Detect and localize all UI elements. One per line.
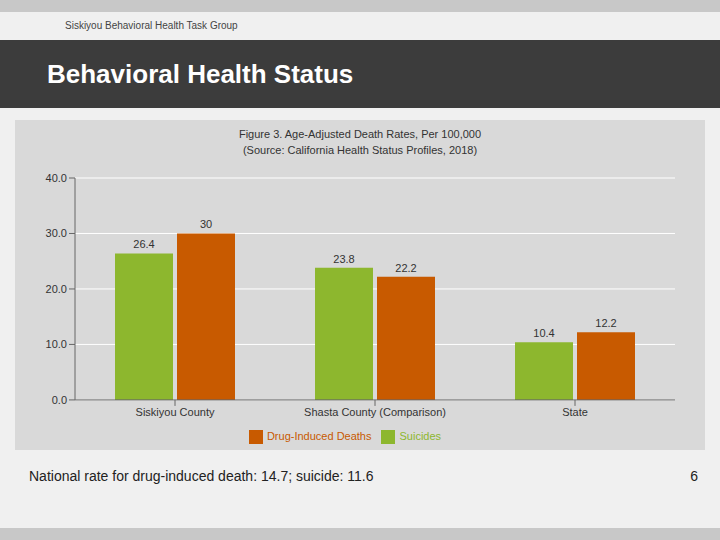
svg-text:State: State bbox=[562, 406, 588, 418]
svg-text:Siskiyou County: Siskiyou County bbox=[136, 406, 215, 418]
svg-text:10.4: 10.4 bbox=[533, 327, 554, 339]
svg-text:30: 30 bbox=[200, 218, 212, 230]
html-text:(Source: California Health Sta: (Source: California Health Status Profil… bbox=[242, 144, 478, 156]
svg-text:10.0: 10.0 bbox=[46, 338, 67, 350]
svg-text:20.0: 20.0 bbox=[46, 283, 67, 295]
html-text:Behavioral Health Status: Behavioral Health Status bbox=[47, 59, 354, 89]
svg-text:26.4: 26.4 bbox=[133, 238, 154, 250]
html-text:National rate for drug-induced: National rate for drug-induced death: 14… bbox=[29, 468, 374, 484]
svg-text:0.0: 0.0 bbox=[52, 394, 67, 406]
html-text:Siskiyou Behavioral Health Tas: Siskiyou Behavioral Health Task Group bbox=[65, 20, 238, 31]
svg-text:22.2: 22.2 bbox=[395, 262, 416, 274]
html-text:Figure 3. Age-Adjusted Death R: Figure 3. Age-Adjusted Death Rates, Per … bbox=[238, 128, 482, 140]
html-text:Suicides: Suicides bbox=[399, 429, 442, 442]
svg-text:Shasta County (Comparison): Shasta County (Comparison) bbox=[304, 406, 446, 418]
svg-text:40.0: 40.0 bbox=[46, 172, 67, 184]
svg-text:30.0: 30.0 bbox=[46, 227, 67, 239]
svg-text:23.8: 23.8 bbox=[333, 253, 354, 265]
svg-text:12.2: 12.2 bbox=[595, 317, 616, 329]
html-text:Drug-Induced Deaths: Drug-Induced Deaths bbox=[266, 429, 372, 442]
html-text:6: 6 bbox=[690, 468, 698, 484]
